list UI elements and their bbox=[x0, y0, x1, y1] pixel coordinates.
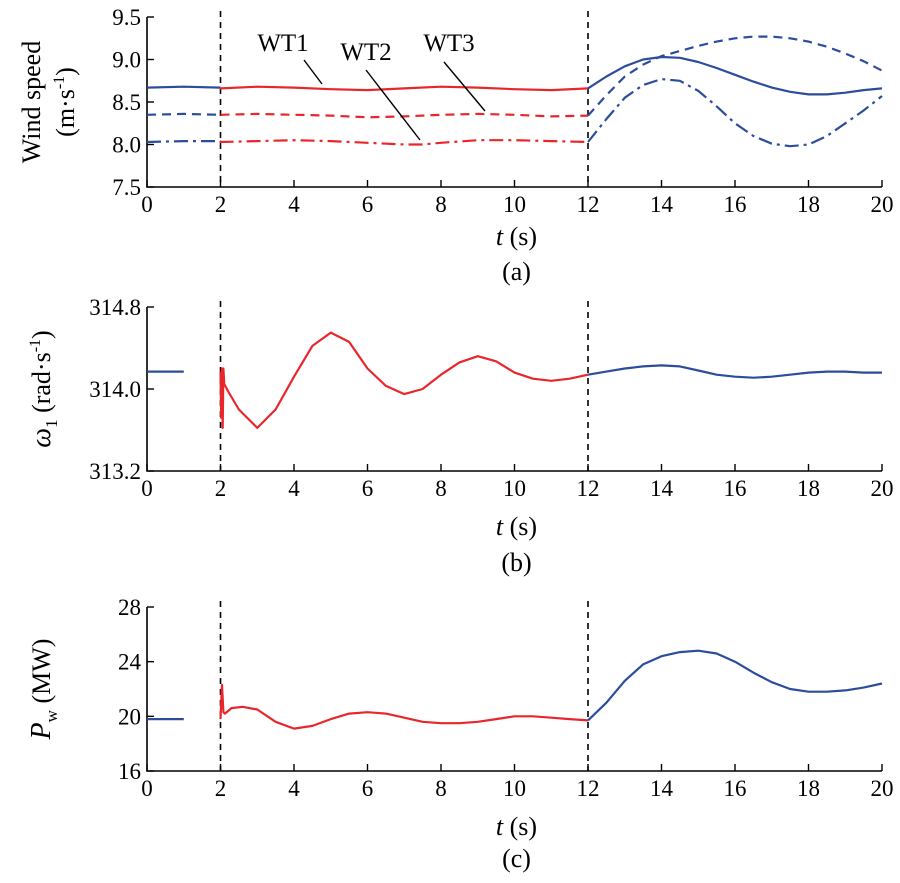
x-axis-symbol: t bbox=[496, 222, 504, 251]
x-tick-label: 20 bbox=[871, 476, 894, 501]
annotation-wt2: WT2 bbox=[340, 39, 391, 66]
x-tick-label: 8 bbox=[435, 776, 447, 801]
x-tick-label: 8 bbox=[435, 476, 447, 501]
panel-caption: (c) bbox=[502, 844, 531, 873]
x-tick-label: 16 bbox=[724, 192, 747, 217]
panel-caption: (b) bbox=[501, 548, 531, 577]
series-line-after bbox=[587, 364, 882, 379]
x-tick-label: 16 bbox=[724, 476, 747, 501]
series-wt2-pre bbox=[146, 140, 221, 144]
annotation-leader-line bbox=[365, 69, 421, 141]
y-tick-label: 314.0 bbox=[89, 377, 141, 402]
x-tick-label: 8 bbox=[435, 192, 447, 217]
x-tick-label: 0 bbox=[141, 476, 153, 501]
x-tick-label: 18 bbox=[797, 192, 820, 217]
x-tick-label: 18 bbox=[797, 776, 820, 801]
x-tick-label: 0 bbox=[141, 192, 153, 217]
x-tick-label: 4 bbox=[288, 776, 300, 801]
y-tick-label: 20 bbox=[118, 704, 141, 729]
y-tick-label: 28 bbox=[118, 595, 141, 620]
annotation-wt3: WT3 bbox=[423, 30, 474, 57]
series-wt1-after bbox=[587, 55, 883, 96]
x-axis-symbol: t bbox=[496, 812, 504, 841]
x-tick-label: 14 bbox=[650, 776, 674, 801]
axis-frame bbox=[146, 307, 882, 472]
x-tick-label: 14 bbox=[650, 476, 674, 501]
x-tick-label: 6 bbox=[362, 776, 374, 801]
x-tick-label: 2 bbox=[215, 776, 227, 801]
annotation-leader-line bbox=[303, 59, 323, 85]
y-tick-label: 24 bbox=[118, 650, 142, 675]
x-tick-label: 10 bbox=[503, 776, 526, 801]
panel-b-rotor-speed: 0 2 4 6 8 10 12 14 16 18 20 313.2 314.0 314.8 t (s) (b)… bbox=[26, 295, 894, 577]
x-tick-label: 6 bbox=[362, 192, 374, 217]
x-tick-label: 14 bbox=[650, 192, 674, 217]
x-axis-symbol: t bbox=[496, 512, 504, 541]
series-wt3-pre bbox=[146, 112, 221, 116]
x-axis-label: t (s) bbox=[496, 222, 537, 251]
x-tick-label: 12 bbox=[577, 192, 600, 217]
y-tick-label: 16 bbox=[118, 759, 141, 784]
x-axis-label: t (s) bbox=[496, 512, 537, 541]
y-axis-label: Pw (MW) bbox=[26, 639, 61, 741]
x-axis-unit: (s) bbox=[503, 222, 537, 251]
x-tick-label: 4 bbox=[288, 476, 300, 501]
y-tick-label: 9.0 bbox=[112, 48, 141, 73]
y-tick-label: 9.5 bbox=[112, 5, 141, 30]
series-wt2-before bbox=[219, 139, 589, 146]
x-tick-label: 6 bbox=[362, 476, 374, 501]
x-tick-label: 12 bbox=[577, 776, 600, 801]
series-line-before bbox=[219, 331, 589, 429]
x-axis-unit: (s) bbox=[503, 512, 537, 541]
series-wt3-before bbox=[220, 112, 589, 119]
y-axis-unit: (m·s-1) bbox=[51, 67, 80, 137]
annotation-wt1: WT1 bbox=[257, 30, 308, 57]
series-wt2-after bbox=[587, 78, 883, 148]
series-wt1-pre bbox=[146, 85, 221, 89]
x-axis-unit: (s) bbox=[503, 812, 537, 841]
x-tick-label: 20 bbox=[871, 776, 894, 801]
series-wt3-after bbox=[587, 35, 883, 117]
x-tick-label: 2 bbox=[215, 476, 227, 501]
y-tick-label: 8.5 bbox=[112, 90, 141, 115]
y-tick-label: 314.8 bbox=[89, 295, 141, 320]
y-tick-label: 7.5 bbox=[112, 175, 141, 200]
series-line-after bbox=[587, 649, 883, 722]
panel-a-wind-speed: 0 2 4 6 8 10 12 14 16 18 20 7.5 8.0 8.5 9.0 9.5 t (s) (a)… bbox=[17, 5, 894, 286]
x-axis-label: t (s) bbox=[496, 812, 537, 841]
x-tick-label: 20 bbox=[871, 192, 894, 217]
x-tick-label: 16 bbox=[724, 776, 747, 801]
y-axis-label: Wind speed bbox=[17, 41, 46, 163]
y-tick-label: 313.2 bbox=[89, 459, 141, 484]
series-wt1-before bbox=[219, 85, 589, 92]
x-tick-label: 18 bbox=[797, 476, 820, 501]
series-line-before bbox=[219, 683, 589, 730]
y-tick-label: 8.0 bbox=[112, 133, 141, 158]
annotation-leader-line bbox=[443, 61, 486, 112]
x-tick-label: 4 bbox=[288, 192, 300, 217]
axis-frame bbox=[146, 607, 882, 772]
y-axis-label: ω1 (rad·s-1) bbox=[26, 330, 61, 447]
x-tick-label: 10 bbox=[503, 476, 526, 501]
x-tick-label: 2 bbox=[215, 192, 227, 217]
x-tick-label: 0 bbox=[141, 776, 153, 801]
x-tick-label: 10 bbox=[503, 192, 526, 217]
panel-caption: (a) bbox=[502, 257, 531, 286]
x-tick-label: 12 bbox=[577, 476, 600, 501]
